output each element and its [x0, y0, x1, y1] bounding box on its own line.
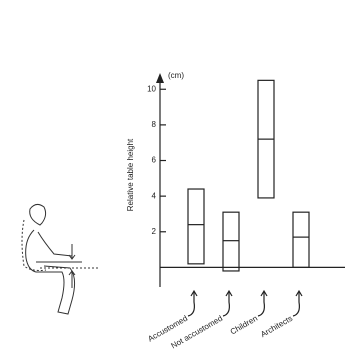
- chart: (cm) Relative table height 246810Accusto…: [0, 0, 345, 358]
- y-tick-label: 2: [152, 227, 157, 236]
- range-box: [223, 212, 239, 271]
- y-unit: (cm): [168, 71, 184, 80]
- range-box: [293, 212, 309, 267]
- range-box: [188, 189, 204, 264]
- figure-illustration: [22, 204, 100, 314]
- y-tick-label: 6: [152, 156, 157, 165]
- y-tick-label: 4: [152, 191, 157, 200]
- y-tick-label: 8: [152, 120, 157, 129]
- x-tick-label: Children: [229, 314, 259, 337]
- y-tick-label: 10: [147, 84, 156, 93]
- y-axis-label: Relative table height: [126, 138, 135, 211]
- y-axis-arrow: [156, 73, 164, 83]
- x-tick-label: Architects: [259, 314, 294, 339]
